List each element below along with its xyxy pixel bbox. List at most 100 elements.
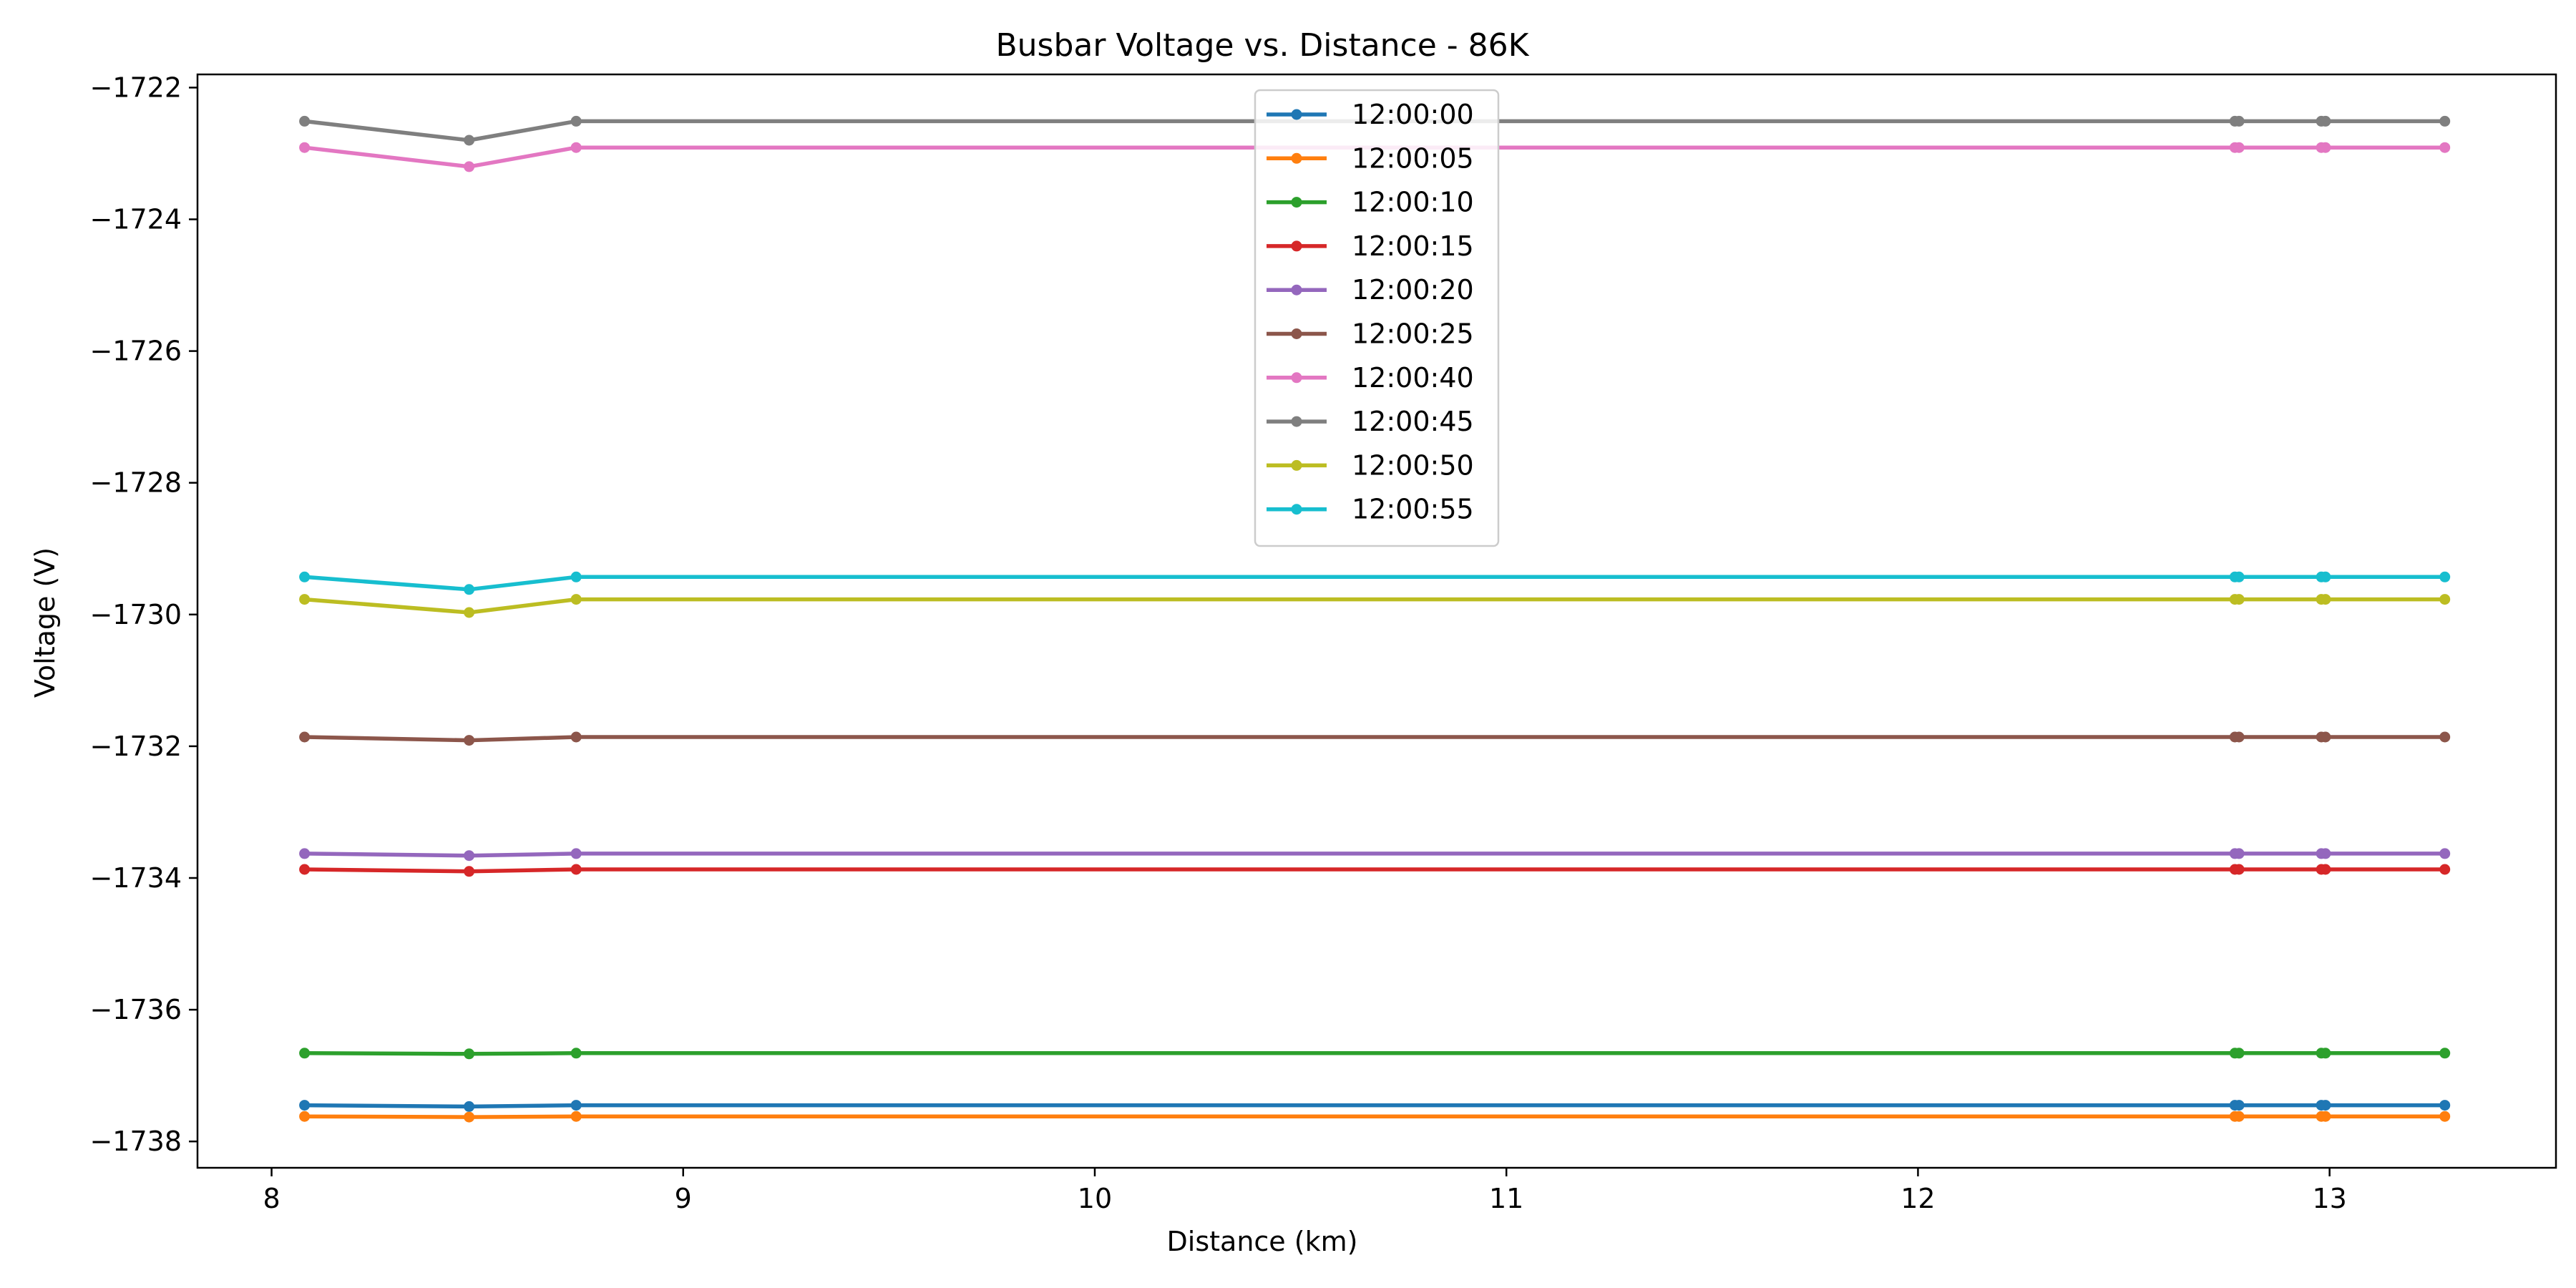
- legend-item: 12:00:05: [1267, 142, 1474, 174]
- plot-area: [299, 115, 2451, 1123]
- series-line: [304, 1051, 2445, 1056]
- data-point: [299, 1111, 311, 1122]
- data-point: [2320, 1048, 2331, 1059]
- legend-label: 12:00:50: [1352, 449, 1474, 481]
- legend-item: 12:00:20: [1267, 274, 1474, 306]
- legend-marker: [1291, 372, 1302, 384]
- data-point: [2233, 1100, 2245, 1111]
- legend-marker: [1291, 197, 1302, 208]
- y-tick-label: −1732: [89, 731, 182, 762]
- series-line: [304, 597, 2445, 615]
- data-point: [2233, 571, 2245, 582]
- legend-marker: [1291, 240, 1302, 252]
- data-point: [570, 571, 582, 582]
- data-point: [2233, 864, 2245, 875]
- data-point: [299, 142, 311, 153]
- x-tick-label: 11: [1489, 1183, 1523, 1214]
- data-point: [570, 848, 582, 859]
- x-tick-label: 10: [1078, 1183, 1112, 1214]
- x-tick-label: 12: [1901, 1183, 1935, 1214]
- legend-item: 12:00:25: [1267, 318, 1474, 350]
- legend-marker: [1291, 152, 1302, 164]
- legend-marker: [1291, 416, 1302, 427]
- data-point: [2439, 115, 2451, 127]
- data-point: [2439, 594, 2451, 605]
- legend-label: 12:00:40: [1352, 362, 1474, 394]
- data-point: [464, 584, 475, 595]
- data-point: [570, 1111, 582, 1122]
- series-12-00-50: [299, 594, 2451, 618]
- legend-label: 12:00:10: [1352, 187, 1474, 218]
- legend-label: 12:00:00: [1352, 99, 1474, 130]
- legend-label: 12:00:45: [1352, 406, 1474, 437]
- data-point: [2439, 571, 2451, 582]
- series-line: [304, 867, 2445, 874]
- data-point: [2233, 731, 2245, 743]
- x-tick-label: 8: [263, 1183, 280, 1214]
- data-point: [464, 1101, 475, 1112]
- data-point: [464, 607, 475, 618]
- y-tick-label: −1728: [89, 467, 182, 499]
- data-point: [570, 1048, 582, 1059]
- y-tick-label: −1724: [89, 204, 182, 235]
- data-point: [570, 864, 582, 875]
- y-tick-label: −1722: [89, 72, 182, 103]
- legend-item: 12:00:40: [1267, 362, 1474, 394]
- data-point: [2439, 142, 2451, 153]
- series-line: [304, 852, 2445, 858]
- data-point: [299, 115, 311, 127]
- data-point: [2233, 1111, 2245, 1122]
- y-tick-label: −1730: [89, 599, 182, 630]
- data-point: [2320, 1111, 2331, 1122]
- data-point: [570, 731, 582, 743]
- data-point: [299, 864, 311, 875]
- data-point: [2320, 848, 2331, 859]
- data-point: [299, 1100, 311, 1111]
- data-point: [299, 731, 311, 743]
- y-axis-label: Voltage (V): [29, 547, 61, 698]
- data-point: [464, 135, 475, 146]
- data-point: [2320, 864, 2331, 875]
- data-point: [570, 594, 582, 605]
- series-12-00-55: [299, 571, 2451, 595]
- data-point: [2439, 864, 2451, 875]
- y-tick-label: −1734: [89, 862, 182, 894]
- data-point: [2320, 594, 2331, 605]
- legend-marker: [1291, 284, 1302, 296]
- series-line: [304, 575, 2445, 592]
- data-point: [2439, 848, 2451, 859]
- series-12-00-05: [299, 1111, 2451, 1123]
- legend-item: 12:00:55: [1267, 494, 1474, 525]
- legend-item: 12:00:00: [1267, 99, 1474, 130]
- data-point: [2233, 594, 2245, 605]
- data-point: [464, 850, 475, 862]
- data-point: [2439, 1048, 2451, 1059]
- legend-label: 12:00:20: [1352, 274, 1474, 306]
- y-tick-label: −1738: [89, 1126, 182, 1157]
- series-12-00-20: [299, 848, 2451, 862]
- legend-item: 12:00:50: [1267, 449, 1474, 481]
- series-12-00-15: [299, 864, 2451, 877]
- data-point: [2233, 142, 2245, 153]
- data-point: [2233, 848, 2245, 859]
- data-point: [2320, 1100, 2331, 1111]
- data-point: [2233, 1048, 2245, 1059]
- legend: 12:00:00 12:00:05 12:00:10 12:00:15 12:00:20…: [1254, 89, 1500, 547]
- series-12-00-25: [299, 731, 2451, 746]
- y-tick-label: −1736: [89, 994, 182, 1025]
- legend-marker: [1291, 328, 1302, 339]
- x-tick-label: 13: [2312, 1183, 2346, 1214]
- data-point: [464, 1048, 475, 1060]
- data-point: [299, 594, 311, 605]
- plot-frame: [196, 73, 2557, 1169]
- data-point: [2320, 115, 2331, 127]
- data-point: [2320, 142, 2331, 153]
- data-point: [464, 161, 475, 172]
- series-line: [304, 1103, 2445, 1109]
- legend-item: 12:00:10: [1267, 187, 1474, 218]
- data-point: [299, 1048, 311, 1059]
- legend-label: 12:00:15: [1352, 230, 1474, 262]
- legend-marker: [1291, 459, 1302, 471]
- series-12-00-40: [299, 142, 2451, 172]
- data-point: [570, 142, 582, 153]
